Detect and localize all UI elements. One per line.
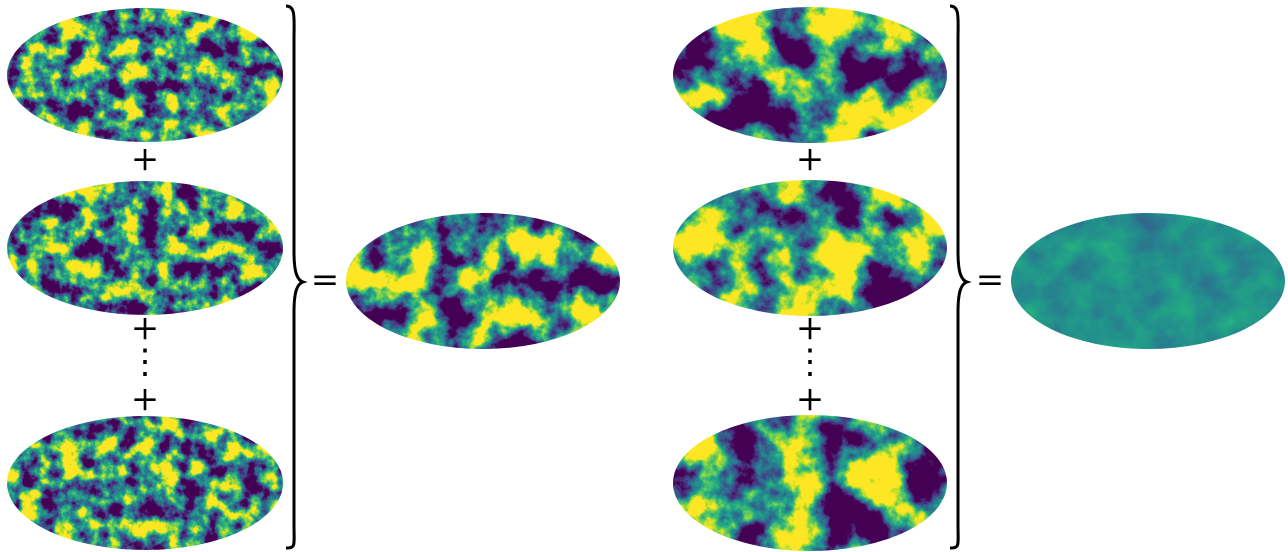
- vertical-dots: ⋮: [793, 342, 827, 382]
- sky-map: [7, 416, 283, 550]
- sky-map: [1011, 213, 1285, 349]
- plus-sign: +: [131, 308, 160, 348]
- sky-map: [346, 213, 620, 349]
- brace: [285, 4, 308, 550]
- brace: [949, 4, 972, 550]
- plus-sign: +: [796, 139, 825, 179]
- sky-map: [673, 7, 947, 143]
- sky-map: [7, 181, 283, 315]
- vertical-dots: ⋮: [128, 342, 162, 382]
- equals-sign: =: [976, 260, 1005, 300]
- plus-sign: +: [131, 379, 160, 419]
- plus-sign: +: [131, 139, 160, 179]
- plus-sign: +: [796, 379, 825, 419]
- equals-sign: =: [311, 260, 340, 300]
- plus-sign: +: [796, 308, 825, 348]
- sky-map: [673, 415, 947, 551]
- sky-map: [673, 180, 947, 316]
- sky-map: [7, 8, 283, 142]
